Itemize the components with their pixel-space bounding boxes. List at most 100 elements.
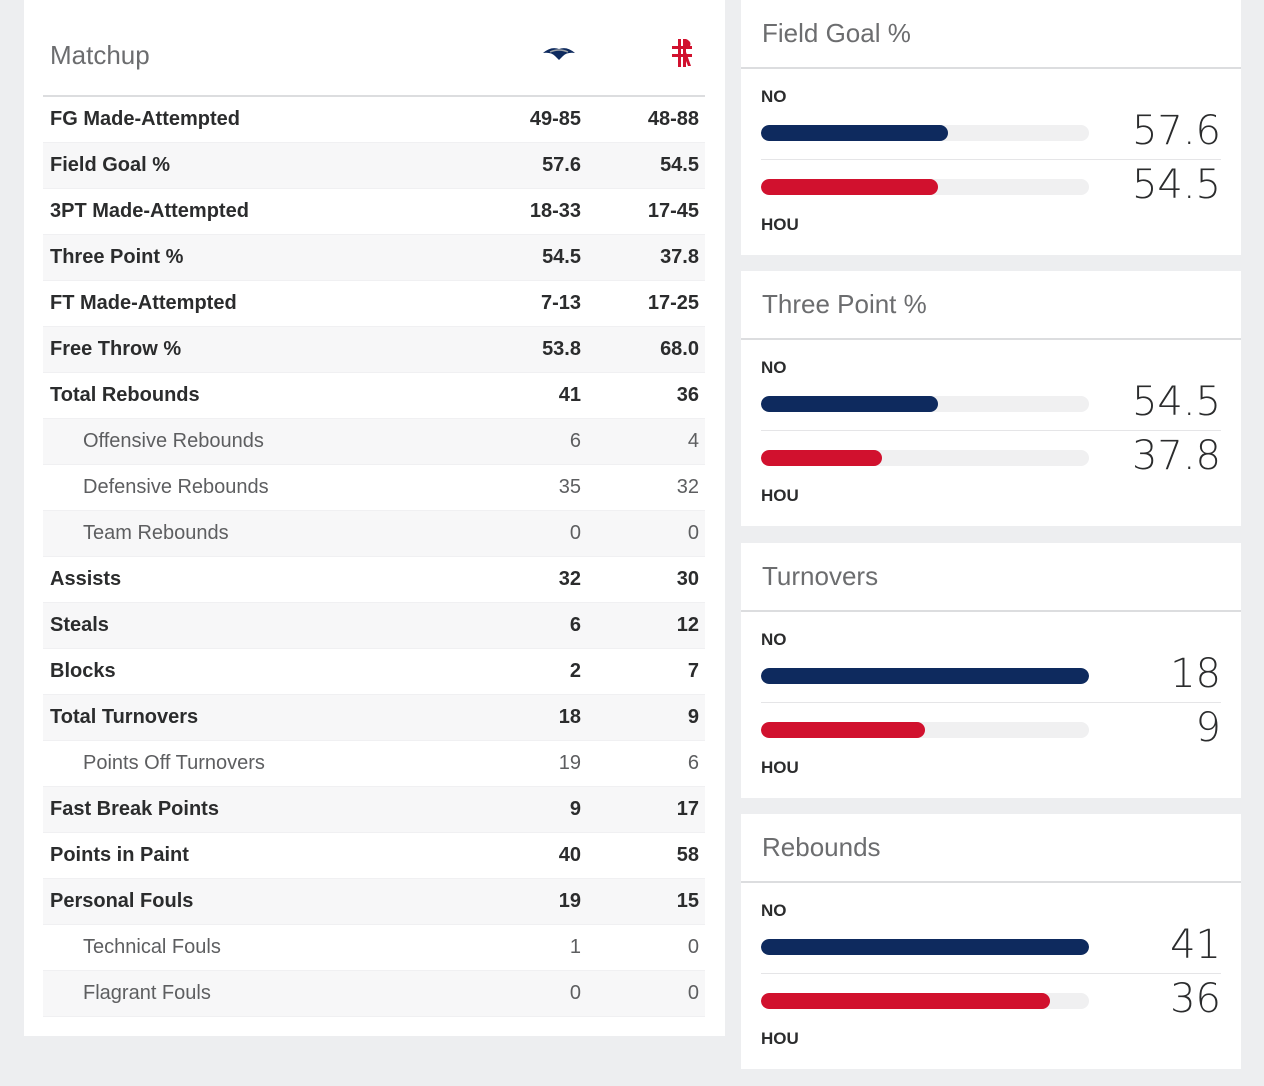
stat-row: Defensive Rebounds 35 32 <box>43 465 705 511</box>
stat-value-no: 49-85 <box>529 108 581 130</box>
matchup-table: FG Made-Attempted 49-85 48-88 Field Goal % 5… <box>43 95 705 1017</box>
bar-track-hou <box>761 722 1089 738</box>
stat-card: Three Point % NO 54.5 37.8 HOU <box>741 271 1241 526</box>
stat-label: Offensive Rebounds <box>83 430 264 452</box>
stat-row: Fast Break Points 9 17 <box>43 787 705 833</box>
bar-track-no <box>761 396 1089 412</box>
stat-value-no: 53.8 <box>542 338 581 360</box>
team-label-no: NO <box>761 901 787 920</box>
stat-row: Steals 6 12 <box>43 603 705 649</box>
stat-card-divider <box>741 67 1241 69</box>
inner-divider <box>761 430 1221 431</box>
bar-fill-hou <box>761 179 939 195</box>
team-label-no: NO <box>761 87 787 106</box>
pelicans-logo-icon <box>543 48 575 60</box>
stat-row: Personal Fouls 19 15 <box>43 879 705 925</box>
stat-row: Total Rebounds 41 36 <box>43 373 705 419</box>
inner-divider <box>761 973 1221 974</box>
stat-value-hou: 0 <box>687 522 699 544</box>
bar-track-hou <box>761 993 1089 1009</box>
bar-track-no <box>761 668 1089 684</box>
stat-value-no: 19 <box>558 752 581 774</box>
stat-row: Three Point % 54.5 37.8 <box>43 235 705 281</box>
stat-value-hou: 17-25 <box>647 292 699 314</box>
bar-track-hou <box>761 450 1089 466</box>
stat-value-hou: 48-88 <box>647 108 699 130</box>
stat-value-hou: 0 <box>687 982 699 1004</box>
stat-value-hou: 32 <box>676 476 699 498</box>
stat-value-no: 57.6 <box>542 154 581 176</box>
stat-value-no: 7-13 <box>540 292 581 314</box>
rockets-logo-icon <box>672 39 692 67</box>
stat-value-hou: 30 <box>676 568 699 590</box>
stat-value-hou: 17-45 <box>647 200 699 222</box>
team-label-no: NO <box>761 630 787 649</box>
stat-row: Assists 32 30 <box>43 557 705 603</box>
stat-label: Free Throw % <box>50 338 182 360</box>
stat-value-no: 0 <box>569 522 581 544</box>
bar-fill-no <box>761 668 1089 684</box>
stat-value-no: 18 <box>1170 651 1221 697</box>
stat-value-no: 0 <box>569 982 581 1004</box>
stat-value-hou: 7 <box>687 660 699 682</box>
bar-fill-hou <box>761 993 1050 1009</box>
matchup-card: Matchup FG Made-Attempted 49-85 48-88 Field… <box>24 0 725 1036</box>
stat-label: FT Made-Attempted <box>50 292 237 314</box>
stat-row: Points Off Turnovers 19 6 <box>43 741 705 787</box>
stat-label: Points in Paint <box>50 844 189 866</box>
stat-card-title: Field Goal % <box>762 18 911 48</box>
stat-label: Defensive Rebounds <box>83 476 269 498</box>
stat-label: Flagrant Fouls <box>83 982 211 1004</box>
stat-value-hou: 12 <box>676 614 699 636</box>
stat-row: Team Rebounds 0 0 <box>43 511 705 557</box>
stat-card: Turnovers NO 18 9 HOU <box>741 543 1241 798</box>
stat-value-no: 9 <box>569 798 581 820</box>
stat-value-hou: 54.5 <box>660 154 699 176</box>
stat-value-hou: 0 <box>687 936 699 958</box>
team-label-hou: HOU <box>761 215 799 234</box>
stat-value-no: 1 <box>569 936 581 958</box>
bar-fill-no <box>761 125 948 141</box>
team-label-no: NO <box>761 358 787 377</box>
stat-card-divider <box>741 338 1241 340</box>
stat-row: Blocks 2 7 <box>43 649 705 695</box>
bar-track-no <box>761 939 1089 955</box>
stat-value-no: 35 <box>558 476 581 498</box>
stat-value-hou: 54.5 <box>1131 162 1221 208</box>
stat-value-hou: 37.8 <box>660 246 699 268</box>
stat-label: Points Off Turnovers <box>83 752 265 774</box>
stat-card-title: Rebounds <box>762 832 881 862</box>
stat-value-no: 18 <box>558 706 581 728</box>
stat-value-hou: 68.0 <box>660 338 699 360</box>
stat-label: Three Point % <box>50 246 184 268</box>
bar-track-hou <box>761 179 1089 195</box>
stat-label: Field Goal % <box>50 154 171 176</box>
team-label-hou: HOU <box>761 486 799 505</box>
stat-value-no: 6 <box>569 430 581 452</box>
stat-value-hou: 9 <box>687 706 699 728</box>
stat-row: Total Turnovers 18 9 <box>43 695 705 741</box>
stat-row: FT Made-Attempted 7-13 17-25 <box>43 281 705 327</box>
inner-divider <box>761 159 1221 160</box>
stat-value-no: 41 <box>1170 922 1221 968</box>
stat-value-no: 41 <box>558 384 581 406</box>
stat-value-no: 57.6 <box>1131 108 1221 154</box>
bar-fill-hou <box>761 722 925 738</box>
stat-value-no: 19 <box>558 890 581 912</box>
stat-label: Personal Fouls <box>50 890 194 912</box>
matchup-title: Matchup <box>50 40 150 70</box>
stat-label: Assists <box>50 568 122 590</box>
bar-track-no <box>761 125 1089 141</box>
stat-value-hou: 36 <box>1170 976 1221 1022</box>
stat-value-hou: 4 <box>687 430 699 452</box>
stat-value-no: 54.5 <box>542 246 581 268</box>
team-label-hou: HOU <box>761 758 799 777</box>
stat-label: Total Rebounds <box>50 384 200 406</box>
stat-card-divider <box>741 610 1241 612</box>
stat-value-hou: 36 <box>676 384 699 406</box>
stat-row: Offensive Rebounds 6 4 <box>43 419 705 465</box>
stat-row: Flagrant Fouls 0 0 <box>43 971 705 1017</box>
stat-label: Technical Fouls <box>83 936 221 958</box>
bar-fill-no <box>761 396 939 412</box>
bar-fill-hou <box>761 450 883 466</box>
